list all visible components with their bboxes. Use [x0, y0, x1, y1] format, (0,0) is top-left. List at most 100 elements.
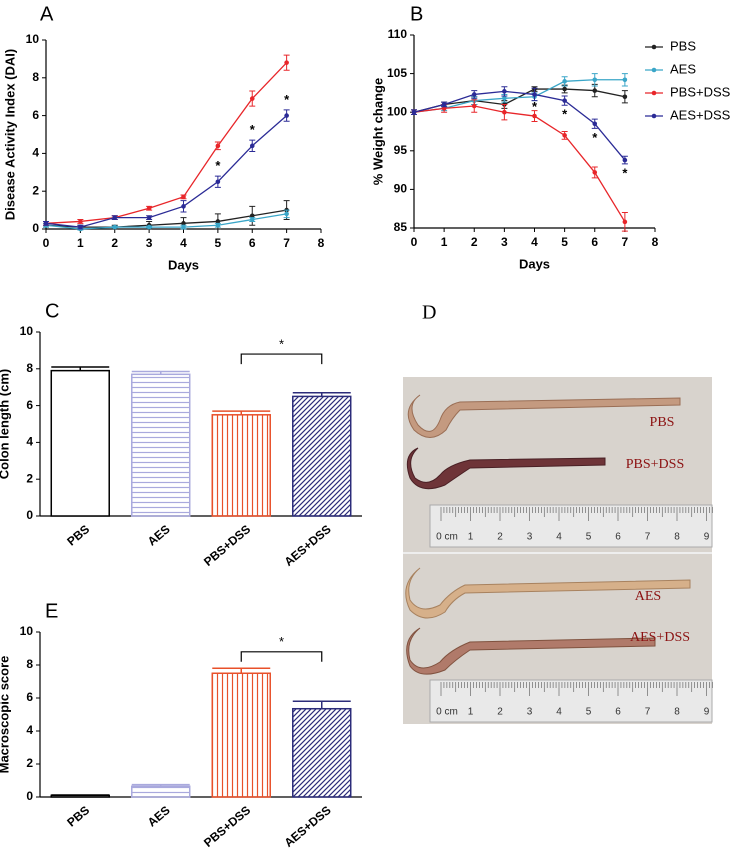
x-tick-label: AES+DSS	[282, 522, 334, 569]
photo-label: AES+DSS	[630, 630, 690, 645]
point	[249, 213, 255, 219]
ruler-label: 9	[704, 532, 710, 543]
point	[622, 157, 628, 163]
ruler-label: 6	[615, 532, 621, 543]
point	[592, 121, 598, 127]
ruler-label: 2	[497, 532, 503, 543]
x-tick-label: 4	[531, 235, 538, 249]
series-line	[413, 79, 625, 113]
y-tick-label: 85	[394, 220, 408, 234]
point	[181, 224, 186, 230]
significance-star: *	[532, 99, 538, 114]
x-tick-label: 5	[215, 236, 222, 250]
x-axis-title: Days	[168, 257, 199, 272]
point	[592, 88, 598, 93]
legend-label: PBS+DSS	[670, 84, 731, 99]
y-tick-label: 6	[26, 398, 33, 412]
y-tick-label: 4	[32, 146, 39, 160]
significance-star: *	[622, 165, 628, 180]
significance-star: *	[562, 107, 568, 122]
series-line	[45, 213, 287, 230]
ruler-label: 7	[645, 707, 651, 718]
point	[181, 204, 186, 209]
point	[215, 219, 221, 224]
y-tick-label: 6	[26, 690, 33, 704]
point	[249, 96, 255, 101]
point	[146, 215, 152, 220]
photo-panel	[403, 377, 713, 724]
point	[471, 92, 477, 97]
y-tick-label: 6	[32, 108, 39, 122]
point	[411, 109, 417, 115]
photo-label: AES	[635, 589, 661, 604]
x-tick-label: PBS+DSS	[201, 522, 253, 569]
x-tick-label: AES	[145, 522, 173, 549]
x-tick-label: PBS	[64, 522, 92, 549]
error-bar	[292, 700, 351, 709]
legend-marker	[651, 90, 657, 96]
ruler-label: 7	[645, 532, 651, 543]
point	[562, 79, 567, 84]
x-tick-label: 6	[591, 235, 598, 249]
point	[502, 109, 507, 115]
y-tick-label: 8	[26, 361, 33, 375]
series-line	[413, 90, 626, 161]
panel-label: E	[45, 600, 58, 622]
x-tick-label: 6	[249, 236, 256, 250]
y-tick-label: 8	[26, 657, 33, 671]
colon-pbs-dss	[406, 447, 606, 490]
point	[562, 133, 567, 138]
x-tick-label: PBS	[64, 803, 92, 830]
point	[249, 217, 255, 222]
point	[532, 113, 537, 119]
y-axis-title: Macroscopic score	[0, 656, 11, 774]
bar	[131, 785, 191, 798]
y-tick-label: 95	[394, 143, 408, 157]
x-tick-label: 3	[501, 235, 508, 249]
significance-star: *	[215, 158, 221, 173]
x-tick-label: 3	[146, 236, 153, 250]
x-tick-label: 0	[43, 236, 50, 250]
ruler-label: 1	[468, 532, 474, 543]
colon-pbs	[407, 394, 681, 438]
point	[181, 221, 186, 226]
ruler-label: 0 cm	[436, 707, 458, 718]
significance-star: *	[250, 122, 256, 137]
significance-bracket	[240, 651, 323, 662]
point	[112, 215, 118, 220]
y-tick-label: 0	[26, 789, 33, 803]
point	[592, 170, 598, 175]
ruler-label: 0 cm	[436, 532, 458, 543]
y-tick-label: 110	[388, 27, 408, 41]
point	[532, 92, 537, 97]
y-tick-label: 8	[32, 70, 39, 84]
series-line	[45, 115, 288, 228]
ruler-label: 4	[556, 707, 562, 718]
significance-star: *	[284, 92, 290, 107]
photo-label: PBS	[650, 415, 675, 430]
y-tick-label: 90	[394, 182, 408, 196]
series-line	[45, 62, 288, 224]
x-tick-label: 0	[411, 235, 418, 249]
point	[284, 211, 289, 217]
bar	[50, 369, 110, 517]
y-tick-label: 2	[26, 471, 33, 485]
photo-label: PBS+DSS	[626, 457, 685, 472]
x-tick-label: 1	[77, 236, 84, 250]
point	[471, 103, 477, 109]
point	[146, 205, 152, 211]
ruler-ticks	[440, 507, 713, 696]
series-line	[413, 105, 626, 223]
bar	[50, 794, 110, 798]
point	[215, 179, 221, 185]
y-tick-label: 100	[387, 104, 407, 118]
x-tick-label: 8	[318, 236, 325, 250]
ruler-label: 3	[527, 707, 533, 718]
point	[215, 222, 221, 228]
point	[284, 113, 289, 118]
panel-label: B	[410, 3, 423, 25]
ruler-label: 8	[674, 532, 680, 543]
ruler-label: 9	[704, 707, 710, 718]
series-line	[45, 209, 287, 228]
x-tick-label: 7	[622, 235, 629, 249]
